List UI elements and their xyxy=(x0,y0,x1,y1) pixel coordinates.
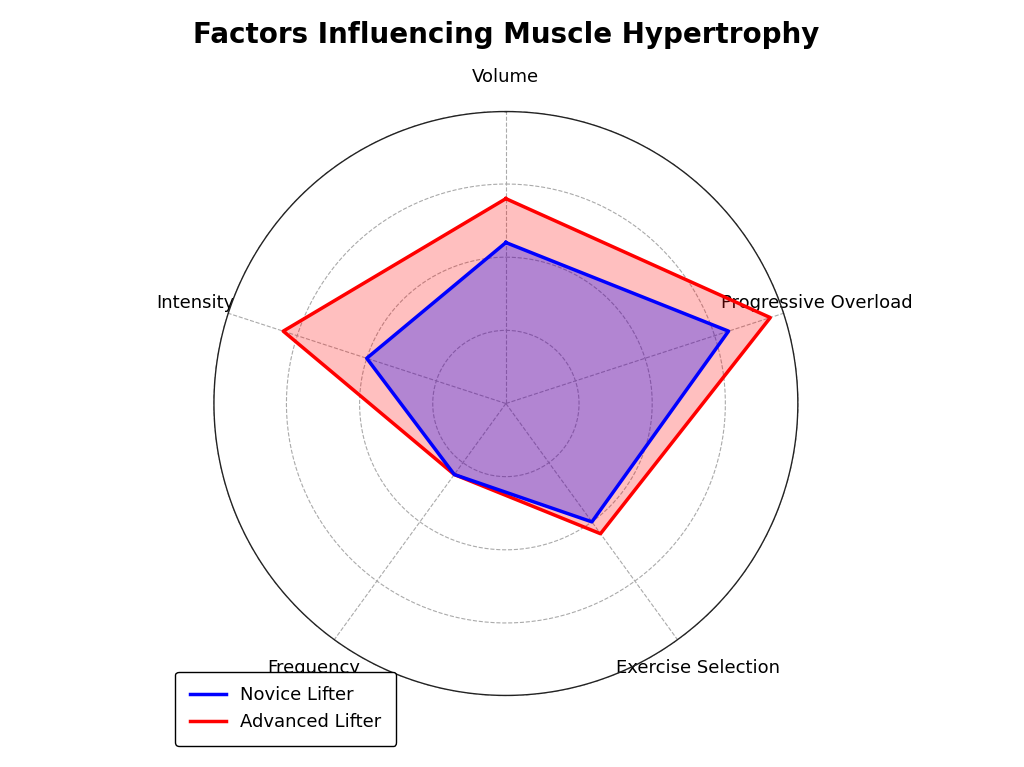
Novice Lifter xyxy=(360,354,373,363)
Line: Advanced Lifter: Advanced Lifter xyxy=(284,199,770,534)
Title: Factors Influencing Muscle Hypertrophy: Factors Influencing Muscle Hypertrophy xyxy=(193,21,819,49)
Novice Lifter xyxy=(500,238,512,247)
Line: Novice Lifter: Novice Lifter xyxy=(367,242,728,522)
Legend: Novice Lifter, Advanced Lifter: Novice Lifter, Advanced Lifter xyxy=(175,672,396,746)
Advanced Lifter xyxy=(500,194,512,203)
Novice Lifter xyxy=(586,517,598,526)
Novice Lifter xyxy=(722,327,734,336)
Advanced Lifter xyxy=(764,313,776,322)
Advanced Lifter xyxy=(278,327,290,336)
Novice Lifter xyxy=(449,470,461,479)
Advanced Lifter xyxy=(449,470,461,479)
Advanced Lifter xyxy=(594,529,606,538)
Advanced Lifter xyxy=(500,194,512,203)
Novice Lifter xyxy=(500,238,512,247)
Polygon shape xyxy=(284,199,770,534)
Polygon shape xyxy=(367,242,728,522)
